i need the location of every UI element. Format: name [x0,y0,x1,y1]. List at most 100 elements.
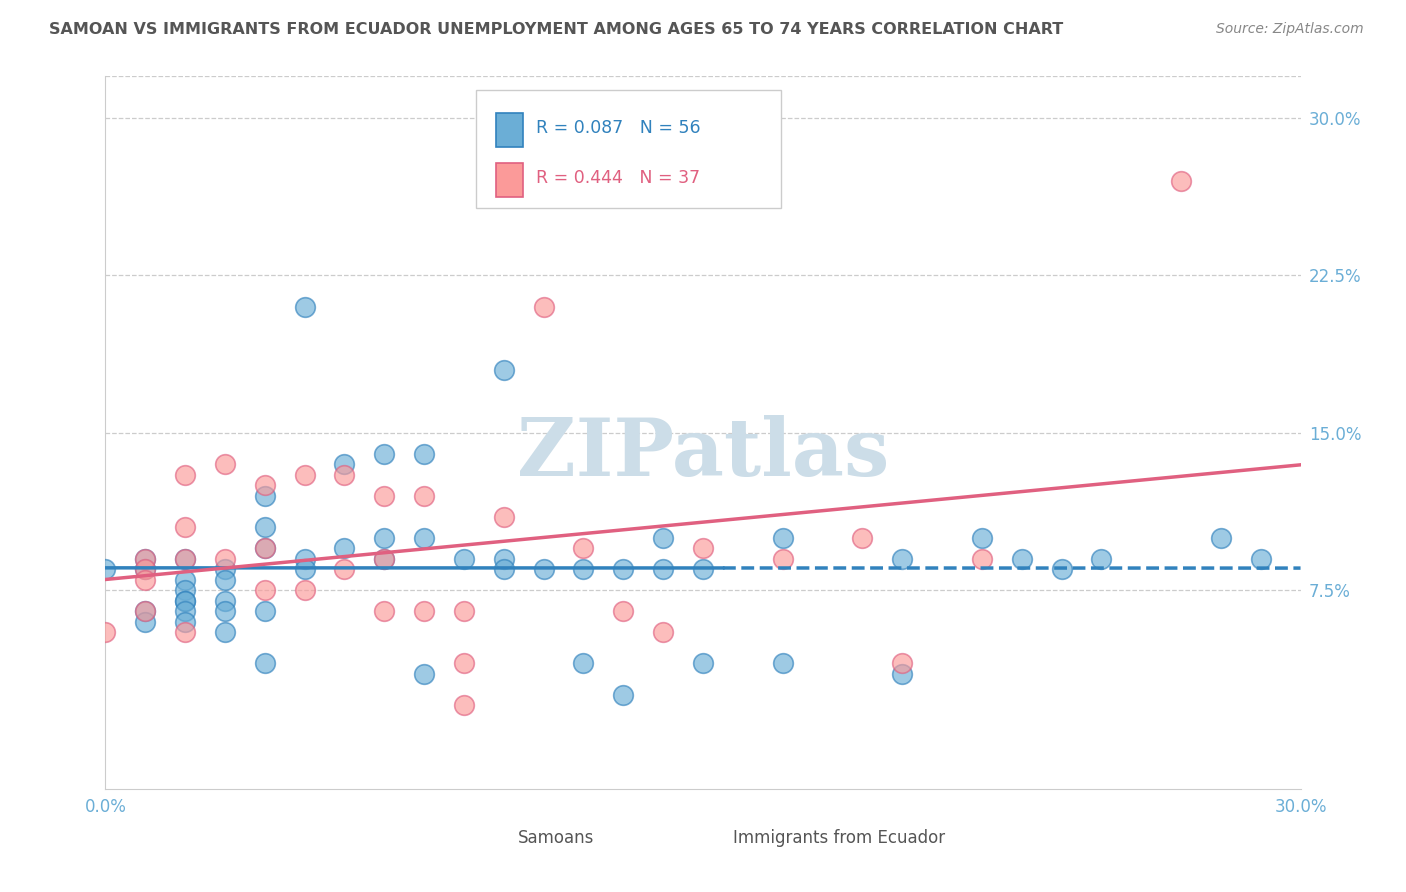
Point [134,562,156,576]
Point [1011,551,1033,566]
Point [214,562,236,576]
Point [333,562,356,576]
Point [1170,174,1192,188]
Point [174,582,197,597]
Point [214,593,236,607]
Point [294,300,316,314]
Point [174,551,197,566]
Point [652,562,675,576]
Point [134,551,156,566]
Point [174,604,197,618]
Point [572,541,595,555]
Point [453,698,475,713]
Text: R = 0.444   N = 37: R = 0.444 N = 37 [536,169,700,186]
Text: SAMOAN VS IMMIGRANTS FROM ECUADOR UNEMPLOYMENT AMONG AGES 65 TO 74 YEARS CORRELA: SAMOAN VS IMMIGRANTS FROM ECUADOR UNEMPL… [49,22,1063,37]
Text: Samoans: Samoans [517,829,595,847]
Point [492,551,515,566]
Point [1209,531,1232,545]
Point [453,551,475,566]
Point [174,467,197,482]
Point [174,615,197,629]
Text: R = 0.087   N = 56: R = 0.087 N = 56 [536,119,700,136]
Point [214,625,236,640]
FancyBboxPatch shape [475,90,780,208]
Bar [496,113,523,147]
Point [652,625,675,640]
Point [1050,562,1073,576]
Point [492,509,515,524]
Point [453,604,475,618]
Point [253,541,276,555]
Point [772,551,794,566]
Point [214,573,236,587]
Point [891,657,914,671]
Text: ZIPatlas: ZIPatlas [517,415,889,493]
Point [294,551,316,566]
Point [373,447,395,461]
Point [134,573,156,587]
Point [174,625,197,640]
Point [891,667,914,681]
Bar [446,826,501,851]
Point [692,562,714,576]
Point [214,604,236,618]
Point [214,551,236,566]
Point [134,604,156,618]
Point [533,562,555,576]
Point [533,300,555,314]
Point [253,657,276,671]
Point [134,551,156,566]
Point [174,573,197,587]
Point [373,551,395,566]
Point [612,604,634,618]
Point [413,604,436,618]
Point [413,447,436,461]
Point [134,604,156,618]
Point [970,551,993,566]
Point [214,457,236,471]
Point [94,562,117,576]
Point [253,478,276,492]
Point [572,562,595,576]
Bar [496,163,523,197]
Point [413,489,436,503]
Point [253,489,276,503]
Point [294,562,316,576]
Point [851,531,873,545]
Point [174,593,197,607]
Point [94,625,117,640]
Point [572,657,595,671]
Point [1250,551,1272,566]
Point [294,467,316,482]
Point [692,657,714,671]
Point [772,657,794,671]
Point [373,489,395,503]
Point [492,562,515,576]
Point [612,562,634,576]
Point [1090,551,1112,566]
Point [253,520,276,534]
Point [174,520,197,534]
Point [253,541,276,555]
Point [134,562,156,576]
Point [772,531,794,545]
Point [373,604,395,618]
Point [453,657,475,671]
Point [373,531,395,545]
Point [413,531,436,545]
Text: Immigrants from Ecuador: Immigrants from Ecuador [733,829,945,847]
Point [253,604,276,618]
Point [333,457,356,471]
Point [692,541,714,555]
Point [612,688,634,702]
Point [891,551,914,566]
Point [373,551,395,566]
Point [174,593,197,607]
Point [492,362,515,376]
Point [294,582,316,597]
Point [970,531,993,545]
Text: Source: ZipAtlas.com: Source: ZipAtlas.com [1216,22,1364,37]
Point [413,667,436,681]
Point [174,551,197,566]
Bar [661,826,716,851]
